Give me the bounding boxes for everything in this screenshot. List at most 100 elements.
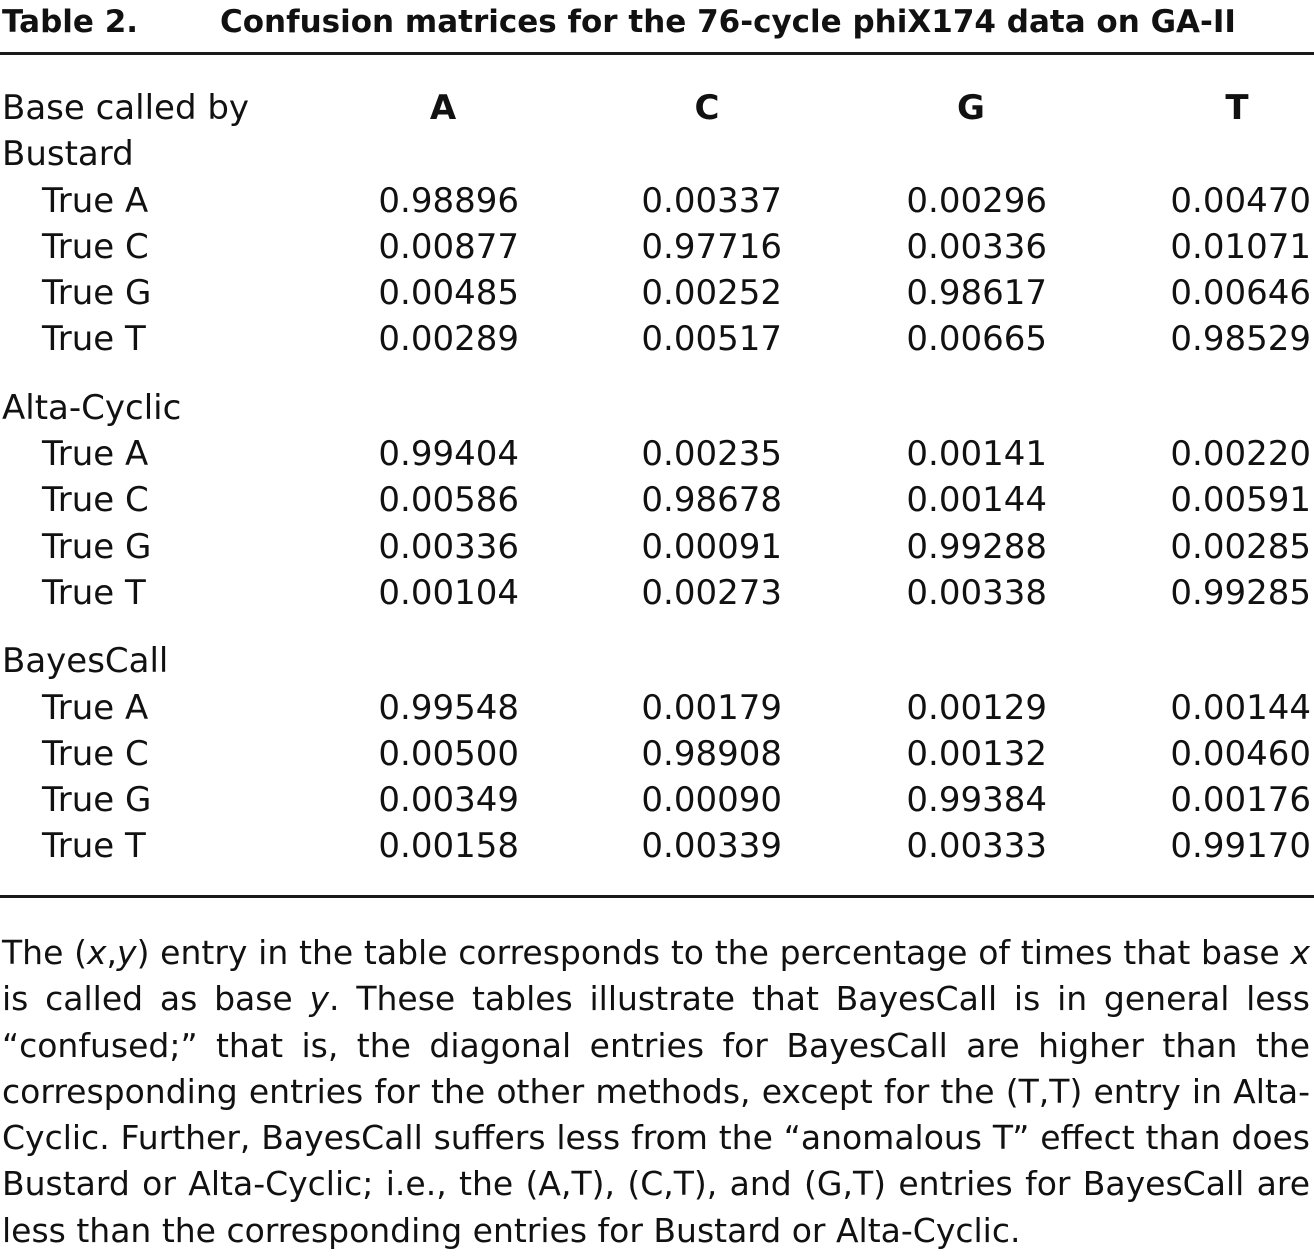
table-cell: 0.00220 <box>1170 434 1311 475</box>
table-cell: 0.00586 <box>378 480 519 521</box>
table-cell: 0.00141 <box>906 434 1047 475</box>
footnote-text: The ( <box>2 933 87 972</box>
table-row: True C 0.00500 0.98908 0.00132 0.00460 <box>0 731 1314 777</box>
table-cell: 0.00296 <box>906 180 1047 221</box>
section-heading: Bustard <box>2 134 134 175</box>
header-row: Base called by A C G T <box>0 85 1314 131</box>
section-heading: Alta-Cyclic <box>2 387 182 428</box>
section-spacer <box>0 616 1314 638</box>
table-cell: 0.00485 <box>378 273 519 314</box>
table-cell: 0.00333 <box>906 826 1047 867</box>
section-spacer <box>0 363 1314 385</box>
footnote-variable: y <box>117 933 137 972</box>
table-cell: 0.00665 <box>906 319 1047 360</box>
row-label: True G <box>42 273 152 314</box>
table-caption: Confusion matrices for the 76-cycle phiX… <box>220 4 1236 40</box>
confusion-matrix-table: Base called by A C G T Bustard True A 0.… <box>0 85 1314 870</box>
table-cell: 0.00349 <box>378 780 519 821</box>
table-cell: 0.00144 <box>906 480 1047 521</box>
section-heading-row: BayesCall <box>0 638 1314 684</box>
table-row: True A 0.98896 0.00337 0.00296 0.00470 <box>0 178 1314 224</box>
table-footnote: The (x,y) entry in the table corresponds… <box>2 930 1310 1254</box>
table-cell: 0.00179 <box>641 687 782 728</box>
table-cell: 0.98678 <box>641 480 782 521</box>
table-cell: 0.00273 <box>641 572 782 613</box>
table-cell: 0.00460 <box>1170 733 1311 774</box>
table-cell: 0.98908 <box>641 733 782 774</box>
table-cell: 0.00158 <box>378 826 519 867</box>
table-cell: 0.99404 <box>378 434 519 475</box>
table-cell: 0.00091 <box>641 526 782 567</box>
table-cell: 0.00337 <box>641 180 782 221</box>
section-heading-row: Bustard <box>0 131 1314 177</box>
table-cell: 0.00646 <box>1170 273 1311 314</box>
table-cell: 0.00470 <box>1170 180 1311 221</box>
table-row: True G 0.00485 0.00252 0.98617 0.00646 <box>0 270 1314 316</box>
column-header: C <box>694 88 720 128</box>
footnote-variable: y <box>309 979 330 1019</box>
table-cell: 0.00591 <box>1170 480 1311 521</box>
table-cell: 0.97716 <box>641 226 782 267</box>
table-cell: 0.00144 <box>1170 687 1311 728</box>
footnote-variable: x <box>1290 933 1310 972</box>
table-cell: 0.00877 <box>378 226 519 267</box>
table-row: True T 0.00158 0.00339 0.00333 0.99170 <box>0 823 1314 869</box>
footnote-text: ) entry in the table corresponds to the … <box>136 933 1291 972</box>
row-label: True G <box>42 526 152 567</box>
table-cell: 0.00235 <box>641 434 782 475</box>
row-label: True A <box>42 687 149 728</box>
row-label: True G <box>42 780 152 821</box>
column-header: G <box>957 88 985 128</box>
table-cell: 0.00129 <box>906 687 1047 728</box>
table-row: True A 0.99404 0.00235 0.00141 0.00220 <box>0 431 1314 477</box>
table-cell: 0.00104 <box>378 572 519 613</box>
section-heading-row: Alta-Cyclic <box>0 385 1314 431</box>
table-cell: 0.00336 <box>378 526 519 567</box>
table-cell: 0.98896 <box>378 180 519 221</box>
table-row: True G 0.00336 0.00091 0.99288 0.00285 <box>0 524 1314 570</box>
footnote-text: is called as base <box>2 979 310 1019</box>
table-cell: 0.99170 <box>1170 826 1311 867</box>
table-cell: 0.99384 <box>906 780 1047 821</box>
table-cell: 0.00517 <box>641 319 782 360</box>
row-label: True C <box>42 226 149 267</box>
table-cell: 0.99288 <box>906 526 1047 567</box>
row-label: True A <box>42 434 149 475</box>
table-cell: 0.00289 <box>378 319 519 360</box>
table-cell: 0.00252 <box>641 273 782 314</box>
section-heading: BayesCall <box>2 641 169 682</box>
table-cell: 0.00336 <box>906 226 1047 267</box>
footnote-text: . These tables illustrate that BayesCall… <box>2 979 1310 1250</box>
table-row: True C 0.00586 0.98678 0.00144 0.00591 <box>0 477 1314 523</box>
table-cell: 0.00285 <box>1170 526 1311 567</box>
table-cell: 0.99548 <box>378 687 519 728</box>
table-row: True T 0.00289 0.00517 0.00665 0.98529 <box>0 316 1314 362</box>
table-row: True G 0.00349 0.00090 0.99384 0.00176 <box>0 777 1314 823</box>
table-cell: 0.00339 <box>641 826 782 867</box>
row-label: True T <box>42 572 146 613</box>
table-cell: 0.00500 <box>378 733 519 774</box>
row-label: True C <box>42 480 149 521</box>
column-header: T <box>1225 88 1249 128</box>
table-cell: 0.01071 <box>1170 226 1311 267</box>
table-title: Table 2. Confusion matrices for the 76-cy… <box>2 0 1312 44</box>
table-cell: 0.99285 <box>1170 572 1311 613</box>
row-label: True T <box>42 319 146 360</box>
table-cell: 0.00132 <box>906 733 1047 774</box>
section-heading: Base called by <box>2 88 250 128</box>
table-cell: 0.98617 <box>906 273 1047 314</box>
table-row: True C 0.00877 0.97716 0.00336 0.01071 <box>0 224 1314 270</box>
top-rule <box>0 52 1314 55</box>
table-cell: 0.98529 <box>1170 319 1311 360</box>
table-row: True A 0.99548 0.00179 0.00129 0.00144 <box>0 685 1314 731</box>
table-cell: 0.00338 <box>906 572 1047 613</box>
row-label: True C <box>42 733 149 774</box>
row-label: True T <box>42 826 146 867</box>
column-header: A <box>429 88 457 128</box>
table-number: Table 2. <box>2 4 139 40</box>
footnote-text: , <box>106 933 118 972</box>
bottom-rule <box>0 895 1314 898</box>
footnote-variable: x <box>87 933 107 972</box>
table-row: True T 0.00104 0.00273 0.00338 0.99285 <box>0 570 1314 616</box>
table-cell: 0.00090 <box>641 780 782 821</box>
